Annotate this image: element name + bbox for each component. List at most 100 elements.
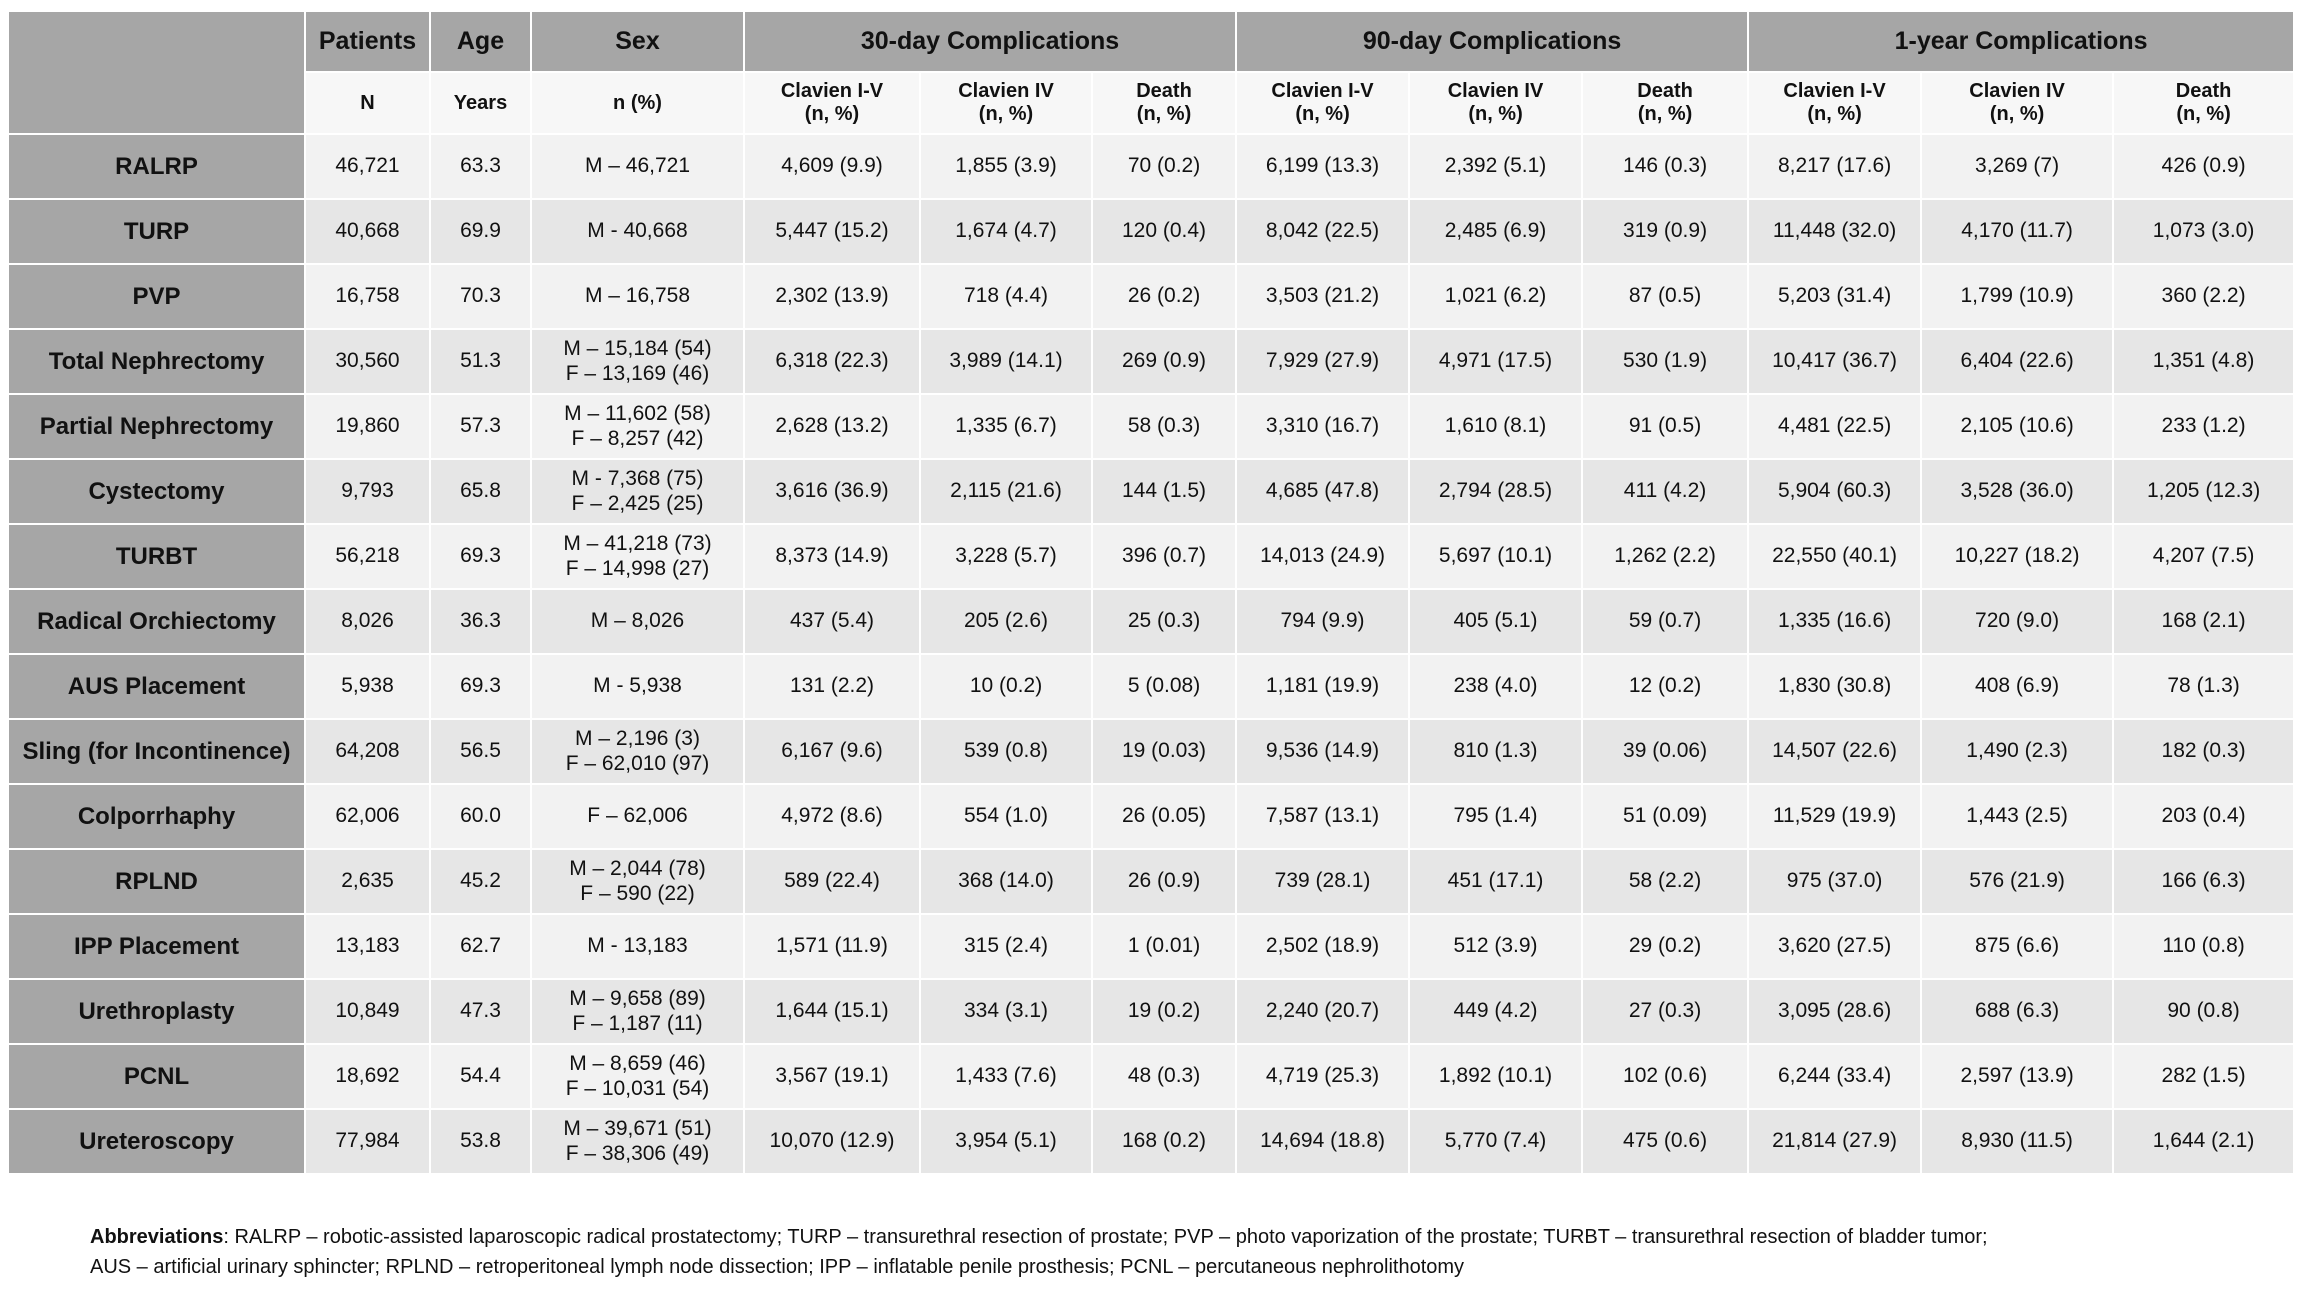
data-cell: 14,694 (18.8) (1235, 1108, 1411, 1175)
corner-cell (7, 10, 306, 135)
data-cell: 426 (0.9) (2112, 133, 2296, 200)
data-cell: M – 2,196 (3) F – 62,010 (97) (530, 718, 745, 785)
data-cell: 396 (0.7) (1090, 523, 1238, 590)
column-header: Age (429, 10, 532, 73)
data-cell: 4,609 (9.9) (743, 133, 921, 200)
data-cell: 77,984 (304, 1108, 431, 1175)
data-cell: M – 46,721 (530, 133, 745, 200)
data-cell: 1,855 (3.9) (919, 133, 1093, 200)
data-row: Partial Nephrectomy 19,860 57.3 M – 11,602 … (7, 393, 2296, 460)
data-cell: 87 (0.5) (1581, 263, 1750, 330)
footnote-label: Abbreviations (90, 1226, 224, 1248)
data-cell: 1,571 (11.9) (743, 913, 921, 980)
data-cell: 3,228 (5.7) (919, 523, 1093, 590)
data-cell: 25 (0.3) (1090, 588, 1238, 655)
data-cell: 1,644 (2.1) (2112, 1108, 2296, 1175)
data-cell: 269 (0.9) (1090, 328, 1238, 395)
data-cell: 2,628 (13.2) (743, 393, 921, 460)
data-cell: 10 (0.2) (919, 653, 1093, 720)
footnote: Abbreviations: RALRP – robotic-assisted … (90, 1222, 2290, 1282)
group-header: 1-year Complications (1747, 10, 2296, 73)
data-cell: 69.3 (429, 653, 532, 720)
data-row: Total Nephrectomy 30,560 51.3 M – 15,184 (5… (7, 328, 2296, 395)
data-cell: 8,042 (22.5) (1235, 198, 1411, 265)
data-cell: 475 (0.6) (1581, 1108, 1750, 1175)
data-cell: M – 15,184 (54) F – 13,169 (46) (530, 328, 745, 395)
subheader: N (304, 71, 431, 135)
subheader: Clavien IV (n, %) (919, 71, 1093, 135)
data-cell: 1,830 (30.8) (1747, 653, 1923, 720)
subheader: Clavien IV (n, %) (1920, 71, 2115, 135)
data-cell: 437 (5.4) (743, 588, 921, 655)
row-label: Cystectomy (7, 458, 306, 525)
data-cell: F – 62,006 (530, 783, 745, 850)
data-cell: 69.9 (429, 198, 532, 265)
data-cell: 205 (2.6) (919, 588, 1093, 655)
data-cell: 9,536 (14.9) (1235, 718, 1411, 785)
data-cell: 2,635 (304, 848, 431, 915)
data-cell: 65.8 (429, 458, 532, 525)
data-cell: 16,758 (304, 263, 431, 330)
data-cell: 2,392 (5.1) (1408, 133, 1584, 200)
data-cell: M – 2,044 (78) F – 590 (22) (530, 848, 745, 915)
data-cell: 10,227 (18.2) (1920, 523, 2115, 590)
data-cell: 4,481 (22.5) (1747, 393, 1923, 460)
data-cell: 368 (14.0) (919, 848, 1093, 915)
data-cell: 91 (0.5) (1581, 393, 1750, 460)
data-cell: 334 (3.1) (919, 978, 1093, 1045)
data-cell: 58 (0.3) (1090, 393, 1238, 460)
data-cell: 182 (0.3) (2112, 718, 2296, 785)
data-cell: 739 (28.1) (1235, 848, 1411, 915)
data-cell: 688 (6.3) (1920, 978, 2115, 1045)
data-cell: 102 (0.6) (1581, 1043, 1750, 1110)
data-cell: 166 (6.3) (2112, 848, 2296, 915)
row-label: TURBT (7, 523, 306, 590)
data-cell: 5 (0.08) (1090, 653, 1238, 720)
data-cell: 146 (0.3) (1581, 133, 1750, 200)
data-cell: 1,181 (19.9) (1235, 653, 1411, 720)
data-cell: 60.0 (429, 783, 532, 850)
data-cell: 131 (2.2) (743, 653, 921, 720)
subheader: Clavien IV (n, %) (1408, 71, 1584, 135)
data-cell: 3,620 (27.5) (1747, 913, 1923, 980)
data-cell: 1,262 (2.2) (1581, 523, 1750, 590)
data-cell: 6,404 (22.6) (1920, 328, 2115, 395)
data-cell: 315 (2.4) (919, 913, 1093, 980)
data-cell: M – 16,758 (530, 263, 745, 330)
data-cell: 78 (1.3) (2112, 653, 2296, 720)
data-cell: 5,203 (31.4) (1747, 263, 1923, 330)
row-label: AUS Placement (7, 653, 306, 720)
data-cell: 1 (0.01) (1090, 913, 1238, 980)
data-cell: 8,930 (11.5) (1920, 1108, 2115, 1175)
data-cell: 120 (0.4) (1090, 198, 1238, 265)
row-label: PCNL (7, 1043, 306, 1110)
row-label: Partial Nephrectomy (7, 393, 306, 460)
data-cell: 70.3 (429, 263, 532, 330)
data-cell: 27 (0.3) (1581, 978, 1750, 1045)
data-cell: 6,244 (33.4) (1747, 1043, 1923, 1110)
data-cell: 3,503 (21.2) (1235, 263, 1411, 330)
data-cell: 57.3 (429, 393, 532, 460)
data-cell: 110 (0.8) (2112, 913, 2296, 980)
data-cell: 69.3 (429, 523, 532, 590)
data-cell: 58 (2.2) (1581, 848, 1750, 915)
data-cell: 11,448 (32.0) (1747, 198, 1923, 265)
data-cell: 64,208 (304, 718, 431, 785)
data-cell: M - 40,668 (530, 198, 745, 265)
data-cell: 1,205 (12.3) (2112, 458, 2296, 525)
data-row: PVP 16,758 70.3 M – 16,758 2,302 (13.9) 718 (… (7, 263, 2296, 330)
data-cell: 810 (1.3) (1408, 718, 1584, 785)
data-cell: 360 (2.2) (2112, 263, 2296, 330)
data-cell: 19 (0.03) (1090, 718, 1238, 785)
data-row: Sling (for Incontinence) 64,208 56.5 M – 2,… (7, 718, 2296, 785)
data-cell: 59 (0.7) (1581, 588, 1750, 655)
data-cell: 7,587 (13.1) (1235, 783, 1411, 850)
data-cell: 975 (37.0) (1747, 848, 1923, 915)
data-cell: 47.3 (429, 978, 532, 1045)
data-cell: 4,719 (25.3) (1235, 1043, 1411, 1110)
data-cell: 62.7 (429, 913, 532, 980)
data-cell: 718 (4.4) (919, 263, 1093, 330)
data-cell: 22,550 (40.1) (1747, 523, 1923, 590)
data-cell: 1,335 (16.6) (1747, 588, 1923, 655)
data-cell: 6,167 (9.6) (743, 718, 921, 785)
